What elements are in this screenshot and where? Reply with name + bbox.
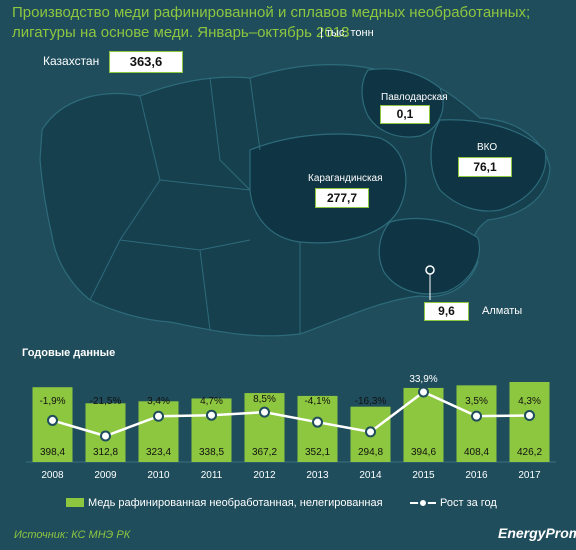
region-border-6 [249,77,261,151]
title-line-2: лигатуры на основе меди. Январь–октябрь … [12,24,350,41]
region-border-0 [89,95,161,301]
region-border-1 [209,77,251,191]
growth-point-2010 [153,410,164,422]
source-note: Источник: КС МНЭ РК [14,529,131,541]
x-tick-2010: 2010 [147,470,170,481]
region-value-pavlodar: 0,1 [380,105,430,124]
growth-point-2009 [100,430,111,442]
growth-point-2016 [471,410,482,422]
legend-line-label: Рост за год [440,497,497,509]
region-name-almaty: Алматы [482,305,523,317]
growth-label-2011: 4,7% [200,396,223,407]
growth-label-2013: -4,1% [304,396,330,407]
bar-2015 [403,387,444,462]
bar-2012 [244,393,285,462]
x-tick-2015: 2015 [412,470,435,481]
region-name-karaganda: Карагандинская [308,173,383,184]
legend-marks [66,498,436,508]
title-line-1: Производство меди рафинированной и сплав… [12,4,531,21]
growth-label-2014: -16,3% [355,396,387,407]
almaty-marker [425,265,435,275]
bar-label-2011: 338,5 [199,447,224,458]
growth-label-2016: 3,5% [465,396,488,407]
x-tick-2013: 2013 [306,470,329,481]
brand-logo: EnergyProm [498,525,576,541]
legend-bar-swatch [66,498,84,507]
bar-2011 [191,398,232,462]
unit-label: | тыс. тонн [320,27,374,39]
region-name-vko: ВКО [477,142,498,153]
legend-bars-label: Медь рафинированная необработанная, неле… [88,497,383,509]
bar-label-2016: 408,4 [464,447,489,458]
x-tick-2014: 2014 [359,470,382,481]
region-name-pavlodar: Павлодарская [381,92,448,103]
growth-point-2008 [47,414,58,426]
growth-label-2010: 3,4% [147,396,170,407]
region-border-4 [199,249,211,331]
growth-point-2015 [418,386,429,398]
growth-point-2013 [312,416,323,428]
growth-point-2012 [259,406,270,418]
region-border-2 [159,179,251,191]
growth-label-2015: 33,9% [409,374,437,385]
bar-label-2008: 398,4 [40,447,65,458]
growth-label-2012: 8,5% [253,394,276,405]
x-tick-2011: 2011 [201,470,223,481]
kazakhstan-map [39,64,551,337]
growth-label-2008: -1,9% [39,396,65,407]
section-title: Годовые данные [22,347,116,359]
annual-chart: 2008 398,4 2009 312,8 2010 323,4 2011 338,5 2012… [26,374,556,481]
bar-label-2013: 352,1 [305,447,330,458]
growth-point-2011 [206,409,217,421]
legend-line-marker [418,498,428,508]
growth-label-2009: -21,5% [90,396,122,407]
kazakhstan-label: Казахстан [43,54,100,68]
region-value-almaty: 9,6 [424,302,469,321]
bar-2013 [297,395,338,462]
x-tick-2009: 2009 [94,470,117,481]
growth-point-2017 [524,410,535,422]
bar-label-2010: 323,4 [146,447,171,458]
region-value-vko: 76,1 [458,157,512,177]
growth-line [52,390,530,438]
bar-label-2014: 294,8 [358,447,383,458]
kazakhstan-value: 363,6 [109,51,183,73]
x-tick-2012: 2012 [253,470,276,481]
bar-label-2017: 426,2 [517,447,542,458]
region-value-karaganda: 277,7 [315,188,369,208]
growth-point-2014 [365,426,376,438]
x-tick-2017: 2017 [518,470,541,481]
bar-label-2012: 367,2 [252,447,277,458]
x-tick-2016: 2016 [465,470,488,481]
bar-label-2015: 394,6 [411,447,436,458]
bar-2017 [509,382,550,462]
almaty-region [378,217,480,295]
bar-2016 [456,385,497,462]
bar-label-2009: 312,8 [93,447,118,458]
growth-label-2017: 4,3% [518,396,541,407]
x-tick-2008: 2008 [41,470,64,481]
